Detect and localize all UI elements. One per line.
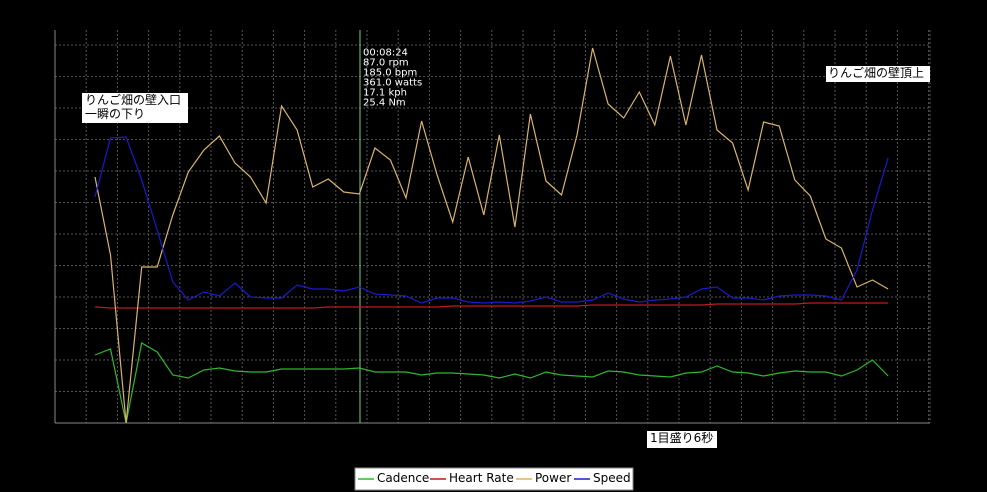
series-line xyxy=(94,302,889,309)
annotation-box xyxy=(82,93,188,123)
legend-label: Heart Rate xyxy=(449,471,514,485)
cursor-torque: 25.4 Nm xyxy=(363,97,406,108)
annotation-box xyxy=(647,431,717,448)
cursor-cadence: 87.0 rpm xyxy=(363,57,409,68)
series-line xyxy=(94,47,889,424)
series-line xyxy=(94,342,889,424)
annotation: 一瞬の下り xyxy=(85,107,145,121)
legend-label: Speed xyxy=(593,471,631,485)
legend-label: Cadence xyxy=(377,471,429,485)
annotation: りんご畑の壁入口 xyxy=(85,92,181,107)
annotation: 1目盛り6秒 xyxy=(650,430,713,445)
legend-label: Power xyxy=(535,471,571,485)
annotation: りんご畑の壁頂上 xyxy=(828,65,924,80)
cursor-time: 00:08:24 xyxy=(363,47,408,58)
cursor-info: 00:08:24 87.0 rpm 185.0 bpm 361.0 watts … xyxy=(363,47,422,108)
series-line xyxy=(94,136,889,304)
cursor-heart-rate: 185.0 bpm xyxy=(363,67,417,78)
legend xyxy=(354,467,634,491)
cursor-speed: 17.1 kph xyxy=(363,87,407,98)
annotation-box xyxy=(826,66,930,82)
cursor-power: 361.0 watts xyxy=(363,77,422,88)
